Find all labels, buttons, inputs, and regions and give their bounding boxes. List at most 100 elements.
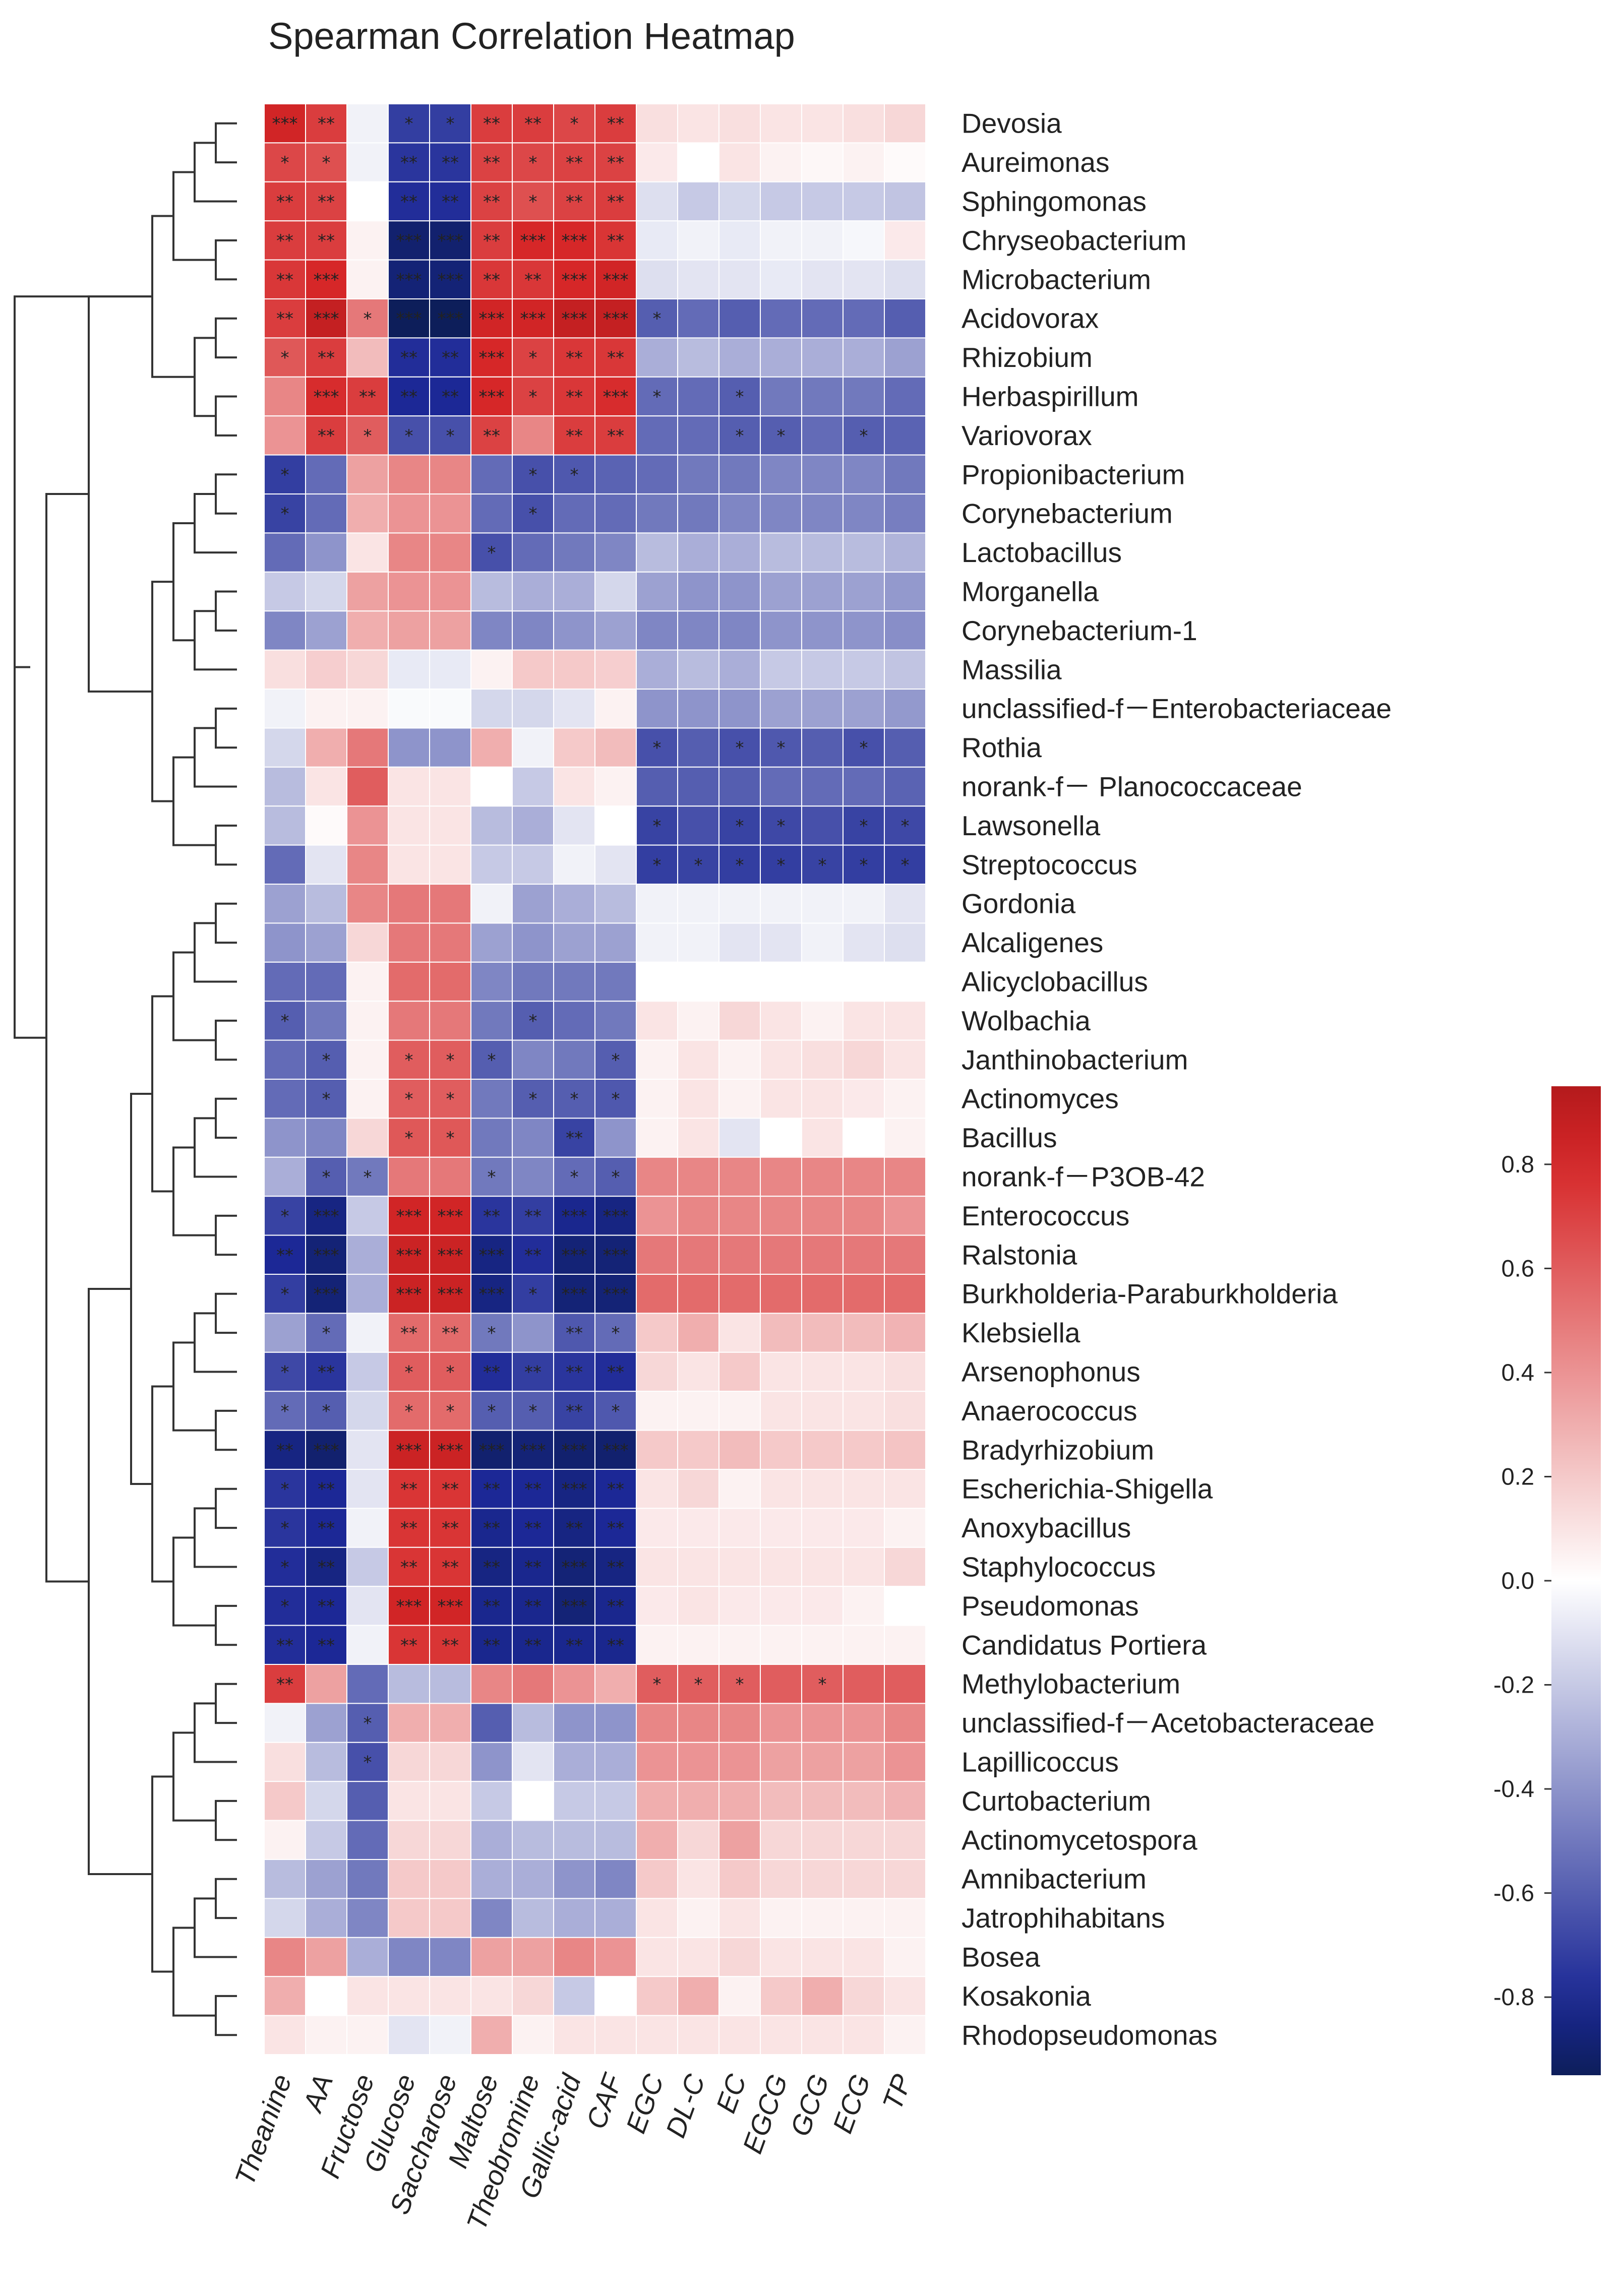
heatmap-cell [553, 689, 595, 729]
heatmap-cell [264, 415, 306, 456]
heatmap-cell [636, 1118, 678, 1158]
heatmap-cell [884, 689, 926, 729]
heatmap-cell [264, 181, 306, 222]
colorbar-tick-label: -0.4 [1493, 1775, 1534, 1802]
heatmap-cell [346, 1976, 389, 2016]
significance-mark: ** [483, 1558, 500, 1578]
heatmap-cell [636, 1625, 678, 1665]
significance-mark: * [405, 1128, 413, 1148]
significance-mark: * [860, 816, 868, 836]
heatmap-cell [843, 1508, 885, 1548]
heatmap-cell [346, 1039, 389, 1080]
heatmap-cell [346, 1859, 389, 1899]
row-label: Candidatus Portiera [961, 1629, 1207, 1660]
heatmap-cell [760, 844, 802, 885]
row-label: Rhizobium [961, 342, 1093, 373]
heatmap-cell [760, 884, 802, 924]
heatmap-cell [801, 1820, 844, 1860]
heatmap-cell [594, 1391, 637, 1431]
row-label: Anaerococcus [961, 1395, 1137, 1426]
heatmap-cell [677, 649, 719, 690]
heatmap-cell [677, 1118, 719, 1158]
row-label: Variovorax [961, 420, 1092, 451]
heatmap-cell [594, 961, 637, 1002]
heatmap-cell [884, 1351, 926, 1392]
significance-mark: *** [562, 309, 587, 329]
heatmap-cell [677, 1625, 719, 1665]
heatmap-cell [636, 298, 678, 339]
significance-mark: ** [318, 1362, 335, 1383]
heatmap-cell [760, 1391, 802, 1431]
significance-mark: *** [562, 1284, 587, 1305]
heatmap-cell [594, 1976, 637, 2016]
heatmap-cell [843, 142, 885, 182]
heatmap-cell [636, 142, 678, 182]
heatmap-cell [760, 1313, 802, 1353]
heatmap-cell [636, 415, 678, 456]
heatmap-cell [760, 1274, 802, 1314]
heatmap-cell [677, 1508, 719, 1548]
significance-mark: ** [566, 387, 583, 407]
heatmap-cell [264, 805, 306, 846]
heatmap-cell [801, 1586, 844, 1626]
heatmap-cell [760, 610, 802, 651]
significance-mark: *** [396, 270, 422, 290]
dendrogram-link [88, 295, 152, 693]
heatmap-cell [305, 689, 347, 729]
heatmap-cell [636, 1274, 678, 1314]
heatmap-cell [305, 1898, 347, 1938]
heatmap-cell [429, 454, 471, 494]
significance-mark: * [446, 1089, 455, 1109]
heatmap-cell [305, 1313, 347, 1353]
heatmap-cell [388, 493, 430, 534]
dendrogram-link [215, 1214, 237, 1256]
column-label: TP [876, 2070, 918, 2115]
dendrogram-link [151, 1385, 173, 1583]
significance-mark: * [570, 114, 579, 134]
significance-mark: * [653, 855, 662, 875]
significance-mark: ** [483, 192, 500, 212]
heatmap-cell [760, 1351, 802, 1392]
dendrogram-link [45, 493, 89, 1583]
colorbar-tick-label: 0.0 [1501, 1567, 1534, 1594]
significance-mark: ** [442, 1518, 459, 1538]
heatmap-cell [388, 1664, 430, 1704]
heatmap-cell [636, 337, 678, 378]
heatmap-cell [429, 922, 471, 963]
significance-mark: * [529, 504, 537, 524]
significance-mark: ** [318, 1518, 335, 1538]
heatmap-cell [843, 1118, 885, 1158]
heatmap-cell [677, 1820, 719, 1860]
significance-mark: ** [607, 114, 624, 134]
significance-mark: * [281, 1401, 289, 1421]
significance-mark: ** [566, 1635, 583, 1655]
heatmap-cell [264, 1274, 306, 1314]
heatmap-cell [884, 805, 926, 846]
heatmap-cell [264, 884, 306, 924]
heatmap-cell [718, 1079, 761, 1119]
heatmap-cell [677, 884, 719, 924]
heatmap-cell [553, 1234, 595, 1275]
heatmap-cell [636, 1546, 678, 1587]
heatmap-cell [553, 1781, 595, 1821]
heatmap-cell [760, 922, 802, 963]
heatmap-cell [718, 1118, 761, 1158]
heatmap-cell [305, 1469, 347, 1509]
heatmap-cell [305, 727, 347, 768]
colorbar [1551, 1086, 1601, 2075]
significance-mark: * [281, 1479, 289, 1500]
heatmap-cell [718, 1234, 761, 1275]
heatmap-cell [346, 1546, 389, 1587]
heatmap-cell [718, 2015, 761, 2056]
significance-mark: ** [524, 1362, 542, 1383]
heatmap-cell [677, 571, 719, 612]
heatmap-cell [843, 493, 885, 534]
heatmap-cell [594, 1079, 637, 1119]
heatmap-cell [553, 493, 595, 534]
heatmap-cell [843, 1586, 885, 1626]
significance-mark: * [488, 1050, 496, 1070]
heatmap-cell [553, 610, 595, 651]
colorbar-tick-label: 0.8 [1501, 1151, 1534, 1177]
heatmap-cell [305, 532, 347, 573]
heatmap-cell [718, 649, 761, 690]
